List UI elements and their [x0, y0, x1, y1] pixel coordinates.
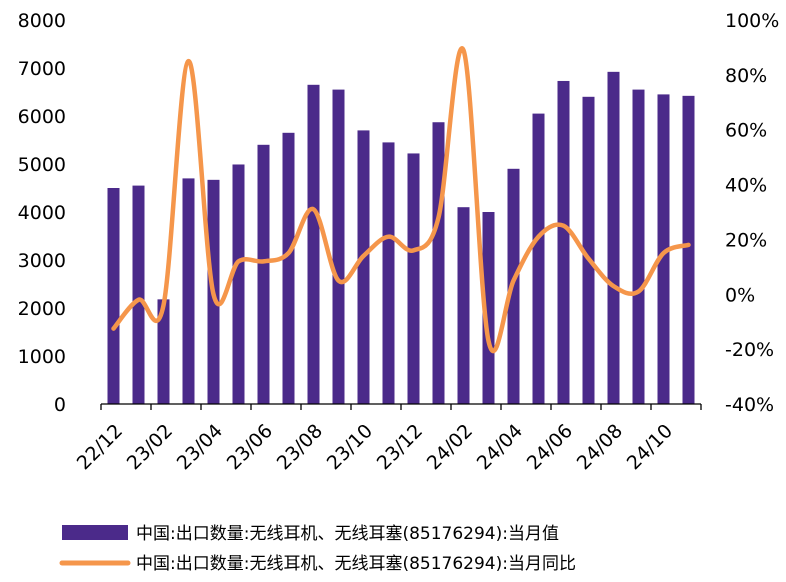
bar-series: [107, 71, 695, 405]
legend-bar-label: 中国:出口数量:无线耳机、无线耳塞(85176294):当月值: [136, 524, 559, 544]
bar: [432, 122, 445, 405]
bar: [407, 153, 420, 404]
right-axis-ticks: -40% -20% 0% 20% 40% 60% 80% 100%: [725, 10, 779, 416]
bar: [232, 164, 245, 404]
right-tick-label: 80%: [725, 65, 767, 87]
legend-bar-swatch: [62, 525, 128, 540]
x-tick-label: 23/10: [323, 420, 377, 474]
x-tick-label: 24/08: [573, 420, 627, 474]
bar: [632, 89, 645, 404]
left-tick-label: 3000: [18, 250, 66, 272]
bar: [332, 89, 345, 404]
x-axis-ticks: 22/1223/0223/0423/0623/0823/1023/1224/02…: [73, 404, 702, 474]
left-tick-label: 4000: [18, 202, 66, 224]
left-tick-label: 5000: [18, 154, 66, 176]
bar: [657, 94, 670, 405]
x-tick-label: 22/12: [73, 420, 127, 474]
bar: [182, 178, 195, 404]
right-tick-label: 100%: [725, 10, 779, 32]
bar: [307, 84, 320, 405]
x-tick-label: 23/02: [123, 420, 177, 474]
x-tick-label: 23/08: [273, 420, 327, 474]
x-tick-label: 24/10: [623, 420, 677, 474]
x-tick-label: 24/02: [423, 420, 477, 474]
bar: [282, 132, 295, 405]
left-tick-label: 1000: [18, 346, 66, 368]
right-tick-label: 0%: [725, 284, 755, 306]
legend: 中国:出口数量:无线耳机、无线耳塞(85176294):当月值 中国:出口数量:…: [59, 524, 576, 574]
x-tick-label: 24/06: [523, 420, 577, 474]
left-tick-label: 8000: [18, 10, 66, 32]
bar: [557, 80, 570, 405]
left-tick-label: 0: [54, 394, 66, 416]
yoy-line: [111, 46, 691, 354]
bar: [607, 71, 620, 404]
x-tick-label: 23/04: [173, 420, 227, 474]
right-tick-label: 20%: [725, 229, 767, 251]
bar: [382, 142, 395, 404]
bar: [357, 130, 370, 404]
bar: [682, 95, 695, 404]
x-tick-label: 23/12: [373, 420, 427, 474]
right-tick-label: 60%: [725, 120, 767, 142]
bar: [532, 113, 545, 404]
left-axis-ticks: 0 1000 2000 3000 4000 5000 6000 7000 8000: [18, 10, 66, 416]
left-tick-label: 7000: [18, 58, 66, 80]
left-tick-label: 2000: [18, 298, 66, 320]
bar: [107, 188, 120, 404]
bar: [132, 185, 145, 404]
x-tick-label: 24/04: [473, 420, 527, 474]
right-tick-label: -40%: [725, 394, 774, 416]
x-tick-label: 23/06: [223, 420, 277, 474]
bar: [257, 144, 270, 405]
right-tick-label: -20%: [725, 339, 774, 361]
bar: [157, 299, 170, 404]
bar: [582, 96, 595, 405]
legend-line-label: 中国:出口数量:无线耳机、无线耳塞(85176294):当月同比: [136, 554, 576, 574]
bar: [457, 207, 470, 404]
right-tick-label: 40%: [725, 175, 767, 197]
bar: [482, 212, 495, 404]
left-tick-label: 6000: [18, 106, 66, 128]
line-series: [111, 46, 691, 354]
